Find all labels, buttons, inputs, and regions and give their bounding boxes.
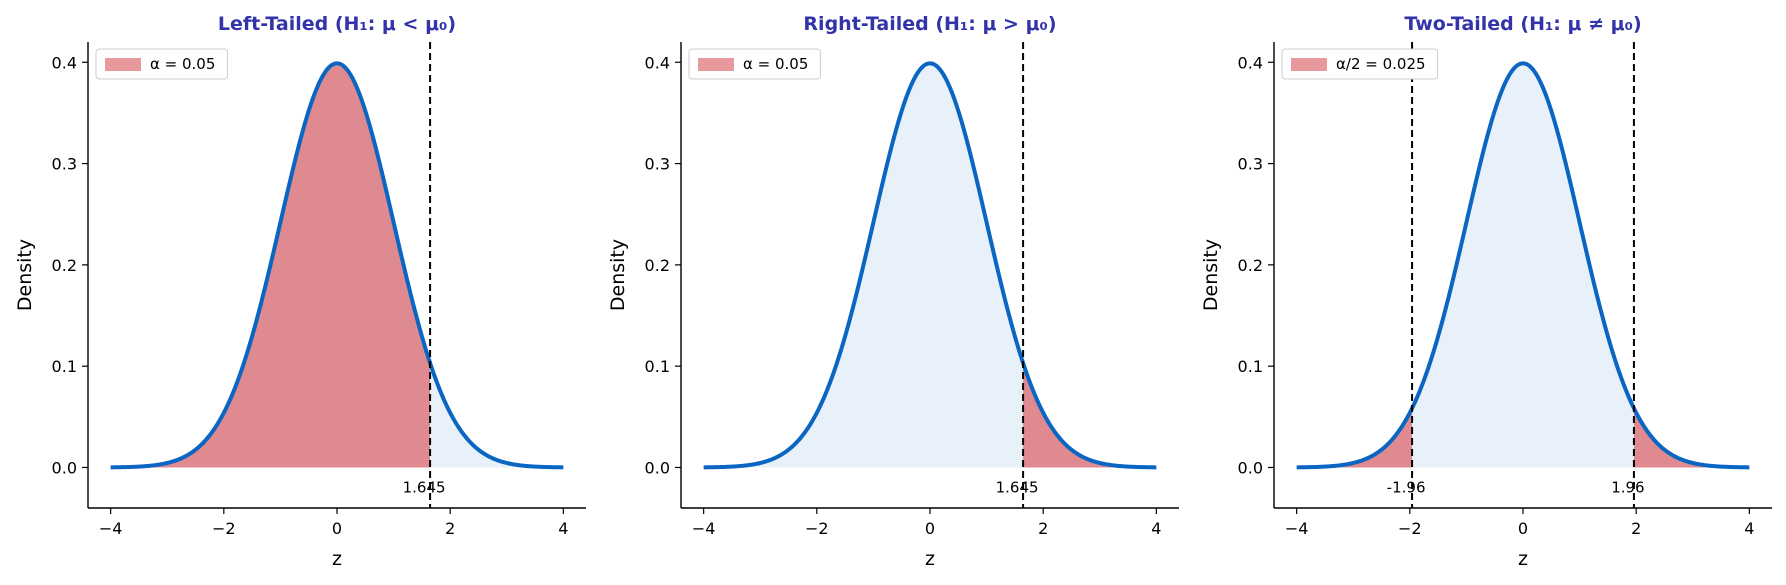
critical-value-label-2: 1.96 [1611, 479, 1644, 497]
legend-frame [95, 48, 228, 80]
chart-panel-3: -1.96 1.96 −4 −2 0 2 4 0.0 0.1 0.2 0.3 0.4 z Density T… [1200, 13, 1772, 570]
y-axis-title: Density [14, 239, 36, 311]
y-tick-label: 0.0 [1238, 458, 1263, 477]
legend-frame [688, 48, 821, 80]
critical-value-label-1: -1.96 [1387, 479, 1426, 497]
y-tick-label: 0.2 [645, 256, 670, 275]
rejection-region-2 [1023, 363, 1157, 468]
rejection-region-1 [1296, 408, 1413, 468]
x-tick-label: −2 [212, 519, 236, 538]
legend-label: α/2 = 0.025 [1336, 55, 1426, 73]
y-tick-label: 0.1 [1238, 357, 1263, 376]
x-tick-label: 4 [1744, 519, 1754, 538]
chart-panel-1: 1.645 −4 −2 0 2 4 0.0 0.1 0.2 0.3 0.4 z Density Left-… [14, 13, 586, 570]
x-tick-label: 4 [558, 519, 568, 538]
rejection-region-3 [1633, 408, 1750, 468]
x-axis-title: z [925, 548, 935, 570]
panel-title: Left-Tailed (H₁: μ < μ₀) [218, 13, 456, 35]
y-tick-label: 0.4 [645, 53, 670, 72]
x-tick-label: 0 [1518, 519, 1528, 538]
y-axis-title: Density [1200, 239, 1222, 311]
x-tick-label: −4 [692, 519, 716, 538]
critical-value-label-1: 1.645 [403, 479, 446, 497]
y-tick-label: 0.0 [645, 458, 670, 477]
y-axis-title: Density [607, 239, 629, 311]
legend-label: α = 0.05 [150, 55, 215, 73]
y-tick-label: 0.4 [52, 53, 77, 72]
y-tick-label: 0.0 [52, 458, 77, 477]
y-tick-label: 0.2 [52, 256, 77, 275]
panel-title: Right-Tailed (H₁: μ > μ₀) [803, 13, 1056, 35]
x-axis-title: z [332, 548, 342, 570]
acceptance-region-2 [430, 363, 564, 468]
y-tick-label: 0.3 [52, 155, 77, 174]
critical-value-label-1: 1.645 [996, 479, 1039, 497]
density-curve [1295, 61, 1751, 470]
x-tick-label: −2 [1398, 519, 1422, 538]
legend-swatch [1291, 58, 1327, 71]
rejection-region-1 [110, 63, 431, 468]
legend-swatch [105, 58, 141, 71]
panel-title: Two-Tailed (H₁: μ ≠ μ₀) [1404, 13, 1641, 35]
legend: α = 0.05 [688, 48, 821, 80]
x-tick-label: 2 [445, 519, 455, 538]
x-tick-label: 2 [1038, 519, 1048, 538]
y-tick-label: 0.3 [645, 155, 670, 174]
y-tick-label: 0.1 [52, 357, 77, 376]
chart-panel-2: 1.645 −4 −2 0 2 4 0.0 0.1 0.2 0.3 0.4 z Density Right… [607, 13, 1179, 570]
legend-frame [1281, 48, 1439, 80]
legend: α/2 = 0.025 [1281, 48, 1439, 80]
x-tick-label: 4 [1151, 519, 1161, 538]
legend-label: α = 0.05 [743, 55, 808, 73]
x-tick-label: −4 [99, 519, 123, 538]
y-tick-label: 0.3 [1238, 155, 1263, 174]
x-tick-label: −2 [805, 519, 829, 538]
y-tick-label: 0.1 [645, 357, 670, 376]
x-axis-title: z [1518, 548, 1528, 570]
x-tick-label: 0 [332, 519, 342, 538]
acceptance-region-2 [1412, 63, 1634, 468]
x-tick-label: 0 [925, 519, 935, 538]
density-curve [109, 61, 565, 470]
y-tick-label: 0.2 [1238, 256, 1263, 275]
x-tick-label: −4 [1285, 519, 1309, 538]
acceptance-region-1 [703, 63, 1024, 468]
y-tick-label: 0.4 [1238, 53, 1263, 72]
x-tick-label: 2 [1631, 519, 1641, 538]
legend-swatch [698, 58, 734, 71]
legend: α = 0.05 [95, 48, 228, 80]
density-curve [702, 61, 1158, 470]
